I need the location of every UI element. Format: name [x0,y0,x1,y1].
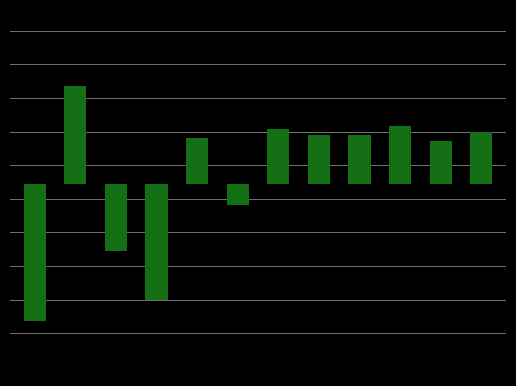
Bar [429,141,452,183]
Bar [348,135,370,183]
Bar [146,183,168,300]
Bar [470,132,492,183]
Bar [64,86,87,183]
Bar [227,183,249,205]
Bar [105,183,127,251]
Bar [267,129,289,183]
Bar [24,183,46,321]
Bar [308,135,330,183]
Bar [389,125,411,183]
Bar [186,138,208,183]
